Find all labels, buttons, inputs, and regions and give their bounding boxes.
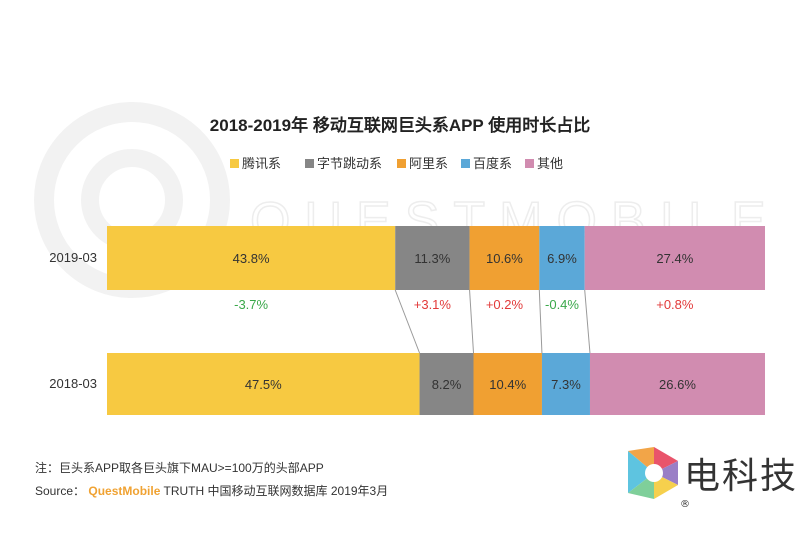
legend-swatch-1: [305, 159, 314, 168]
source-rest: TRUTH 中国移动互联网数据库 2019年3月: [163, 484, 389, 498]
logo-text: 电科技 ®: [680, 447, 800, 540]
change-label-4: +0.8%: [656, 297, 694, 312]
change-label-2: +0.2%: [486, 297, 524, 312]
category-label-1: 2018-03: [49, 376, 97, 391]
bar-label-0-0: 43.8%: [233, 251, 270, 266]
bar-1-2: [473, 353, 542, 415]
footnote-note: 注：巨头系APP取各巨头旗下MAU>=100万的头部APP: [35, 461, 324, 475]
bar-0-0: [107, 226, 396, 290]
legend-swatch-0: [230, 159, 239, 168]
logo-name: 电科技: [684, 456, 799, 497]
legend-label-1: 字节跳动系: [317, 156, 382, 171]
bar-label-1-1: 8.2%: [432, 377, 462, 392]
category-label-0: 2019-03: [49, 250, 97, 265]
change-label-1: +3.1%: [414, 297, 452, 312]
bar-0-2: [469, 226, 540, 290]
legend-label-2: 阿里系: [409, 156, 448, 171]
legend-label-0: 腾讯系: [242, 156, 281, 171]
bar-label-1-3: 7.3%: [551, 377, 581, 392]
bar-label-0-3: 6.9%: [547, 251, 577, 266]
chart-area: QUESTMOBILE 2018-2019年 移动互联网巨头系APP 使用时长占…: [34, 102, 766, 415]
bar-1-4: [589, 353, 765, 415]
footnote-source: Source： QuestMobile TRUTH 中国移动互联网数据库 201…: [35, 482, 388, 499]
source-brand: QuestMobile: [88, 484, 161, 498]
legend-swatch-3: [461, 159, 470, 168]
change-label-3: -0.4%: [545, 297, 579, 312]
bar-1-3: [541, 353, 590, 415]
connector-line-2: [538, 289, 543, 354]
connector-line-3: [584, 289, 591, 354]
bar-1-1: [419, 353, 474, 415]
connector-line-1: [469, 289, 475, 354]
legend-swatch-2: [397, 159, 406, 168]
bar-label-0-2: 10.6%: [486, 251, 523, 266]
registered-mark: ®: [680, 499, 692, 510]
bar-0-4: [584, 226, 765, 290]
bar-label-1-0: 47.5%: [245, 377, 282, 392]
plot: 2019-03 43.8% 11.3% 10.6% 6.9% 27.4% 2018-03 47…: [49, 226, 765, 415]
legend-swatch-4: [525, 159, 534, 168]
bar-0-1: [395, 226, 470, 290]
connector-line-0: [394, 289, 421, 354]
dianke-logo-icon: [628, 447, 678, 499]
bar-0-3: [539, 226, 585, 290]
bar-label-0-1: 11.3%: [414, 251, 450, 266]
source-label: Source：: [35, 484, 86, 498]
chart-title: 2018-2019年 移动互联网巨头系APP 使用时长占比: [210, 115, 590, 135]
bar-label-1-4: 26.6%: [659, 377, 696, 392]
bar-label-1-2: 10.4%: [489, 377, 526, 392]
legend: 腾讯系 字节跳动系 阿里系 百度系 其他: [230, 156, 563, 171]
bar-label-0-4: 27.4%: [656, 251, 693, 266]
bar-1-0: [107, 353, 420, 415]
legend-label-3: 百度系: [473, 156, 512, 171]
change-label-0: -3.7%: [234, 297, 268, 312]
legend-label-4: 其他: [537, 156, 563, 171]
